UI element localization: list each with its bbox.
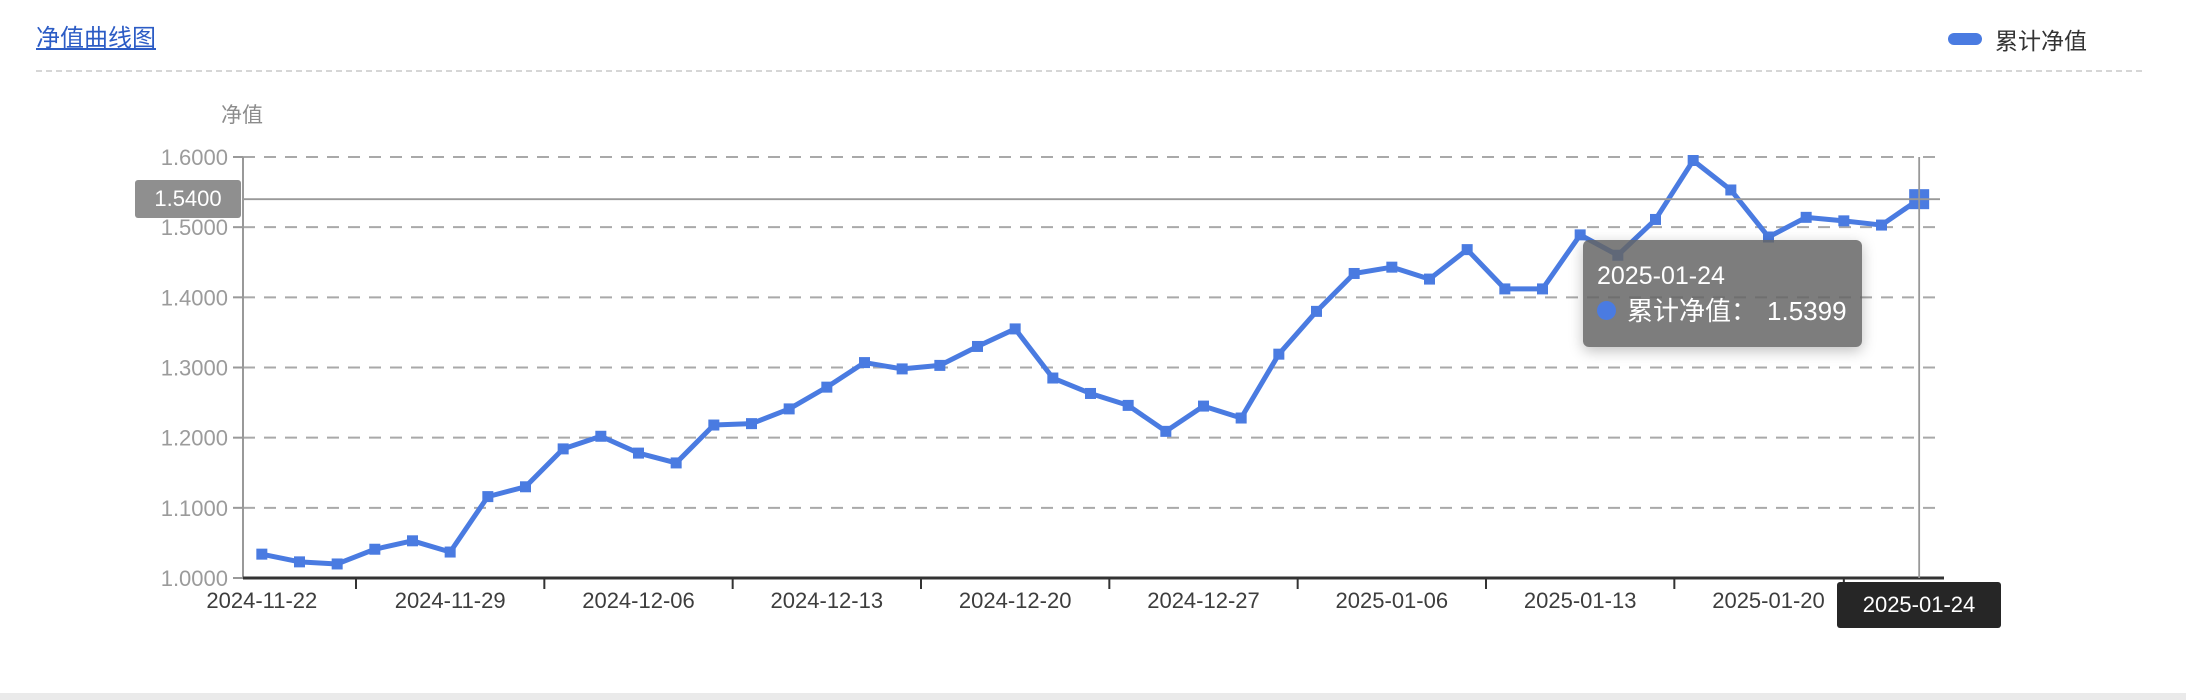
data-point-marker[interactable] <box>633 447 644 459</box>
data-point-marker[interactable] <box>595 430 607 442</box>
data-point-marker[interactable] <box>294 556 305 568</box>
legend-label: 累计净值 <box>1995 28 2087 54</box>
data-point-marker[interactable] <box>1499 283 1511 295</box>
data-point-marker[interactable] <box>1047 372 1059 384</box>
y-axis-tick-label: 1.3000 <box>161 356 228 381</box>
legend-swatch-icon <box>1948 33 1982 45</box>
y-axis-tick-label: 1.1000 <box>161 496 228 521</box>
y-axis-tick-label: 1.5000 <box>161 215 228 240</box>
y-axis-tick-label: 1.2000 <box>161 426 228 451</box>
crosshair-x-date-label: 2025-01-24 <box>1837 582 2001 628</box>
data-point-marker[interactable] <box>708 419 720 431</box>
data-point-marker[interactable] <box>1085 387 1096 399</box>
data-point-marker[interactable] <box>369 543 381 555</box>
y-axis-tick-label: 1.0000 <box>161 566 228 591</box>
tooltip-value: 1.5399 <box>1767 295 1847 326</box>
data-point-marker[interactable] <box>331 558 343 570</box>
x-axis-tick-label: 2025-01-13 <box>1524 588 1637 613</box>
data-point-marker[interactable] <box>1160 425 1172 437</box>
data-point-marker[interactable] <box>1348 267 1360 279</box>
data-point-marker[interactable] <box>783 403 795 415</box>
y-axis-title: 净值 <box>221 104 263 127</box>
data-point-marker[interactable] <box>1424 273 1435 285</box>
data-point-marker[interactable] <box>256 548 268 560</box>
y-axis-tick-label: 1.4000 <box>161 285 228 310</box>
x-axis-tick-label: 2024-11-29 <box>395 588 506 613</box>
page-bottom-strip <box>0 693 2186 700</box>
data-point-marker[interactable] <box>1122 399 1134 411</box>
data-point-marker[interactable] <box>972 340 983 352</box>
data-point-marker[interactable] <box>1725 184 1737 196</box>
title-divider <box>36 70 2142 72</box>
data-point-marker[interactable] <box>1763 231 1774 243</box>
crosshair-y-value-label: 1.5400 <box>135 180 241 218</box>
tooltip-series-label: 累计净值 <box>1627 295 1732 326</box>
legend-item-cumulative-netvalue[interactable]: 累计净值 <box>1948 22 2087 56</box>
data-point-marker[interactable] <box>1386 261 1398 273</box>
data-point-marker[interactable] <box>1009 323 1021 335</box>
data-point-marker[interactable] <box>1574 229 1586 241</box>
data-point-marker[interactable] <box>1800 211 1812 223</box>
data-point-marker[interactable] <box>520 481 531 493</box>
data-point-marker[interactable] <box>444 546 456 558</box>
netvalue-series-line <box>259 158 1922 567</box>
tooltip-series-row: 累计净值： 1.5399 <box>1597 293 1862 329</box>
tooltip-separator: ： <box>1731 295 1758 326</box>
x-axis-tick-label: 2024-12-13 <box>771 588 884 613</box>
data-point-marker[interactable] <box>934 359 946 371</box>
data-point-marker[interactable] <box>1311 305 1322 317</box>
data-point-marker[interactable] <box>482 491 494 503</box>
data-point-marker[interactable] <box>1198 400 1209 412</box>
data-point-marker[interactable] <box>1876 219 1887 231</box>
data-point-marker[interactable] <box>1650 213 1661 225</box>
data-point-marker[interactable] <box>1273 348 1285 360</box>
x-axis-tick-label: 2024-11-22 <box>206 588 317 613</box>
data-point-marker[interactable] <box>1537 283 1548 295</box>
y-axis-tick-label: 1.6000 <box>161 145 228 170</box>
x-axis-tick-label: 2024-12-20 <box>959 588 1072 613</box>
data-point-marker[interactable] <box>859 357 870 369</box>
x-axis-tick-label: 2025-01-06 <box>1336 588 1449 613</box>
data-point-marker[interactable] <box>1235 412 1247 424</box>
data-point-marker[interactable] <box>896 363 908 375</box>
data-point-marker[interactable] <box>1461 244 1473 256</box>
tooltip-series-marker-icon <box>1597 301 1616 320</box>
data-point-marker[interactable] <box>407 535 418 547</box>
data-point-marker[interactable] <box>746 418 757 430</box>
x-axis-tick-label: 2024-12-27 <box>1147 588 1260 613</box>
data-point-marker[interactable] <box>821 381 833 393</box>
data-point-marker[interactable] <box>557 443 569 455</box>
tooltip-date: 2025-01-24 <box>1597 261 1725 290</box>
chart-title-link[interactable]: 净值曲线图 <box>36 25 156 52</box>
data-point-marker[interactable] <box>670 457 682 469</box>
x-axis-tick-label: 2025-01-20 <box>1712 588 1825 613</box>
x-axis-tick-label: 2024-12-06 <box>582 588 695 613</box>
data-point-marker[interactable] <box>1687 155 1699 167</box>
data-point-marker[interactable] <box>1838 215 1850 227</box>
chart-tooltip: 2025-01-24 累计净值： 1.5399 <box>1583 240 1862 347</box>
